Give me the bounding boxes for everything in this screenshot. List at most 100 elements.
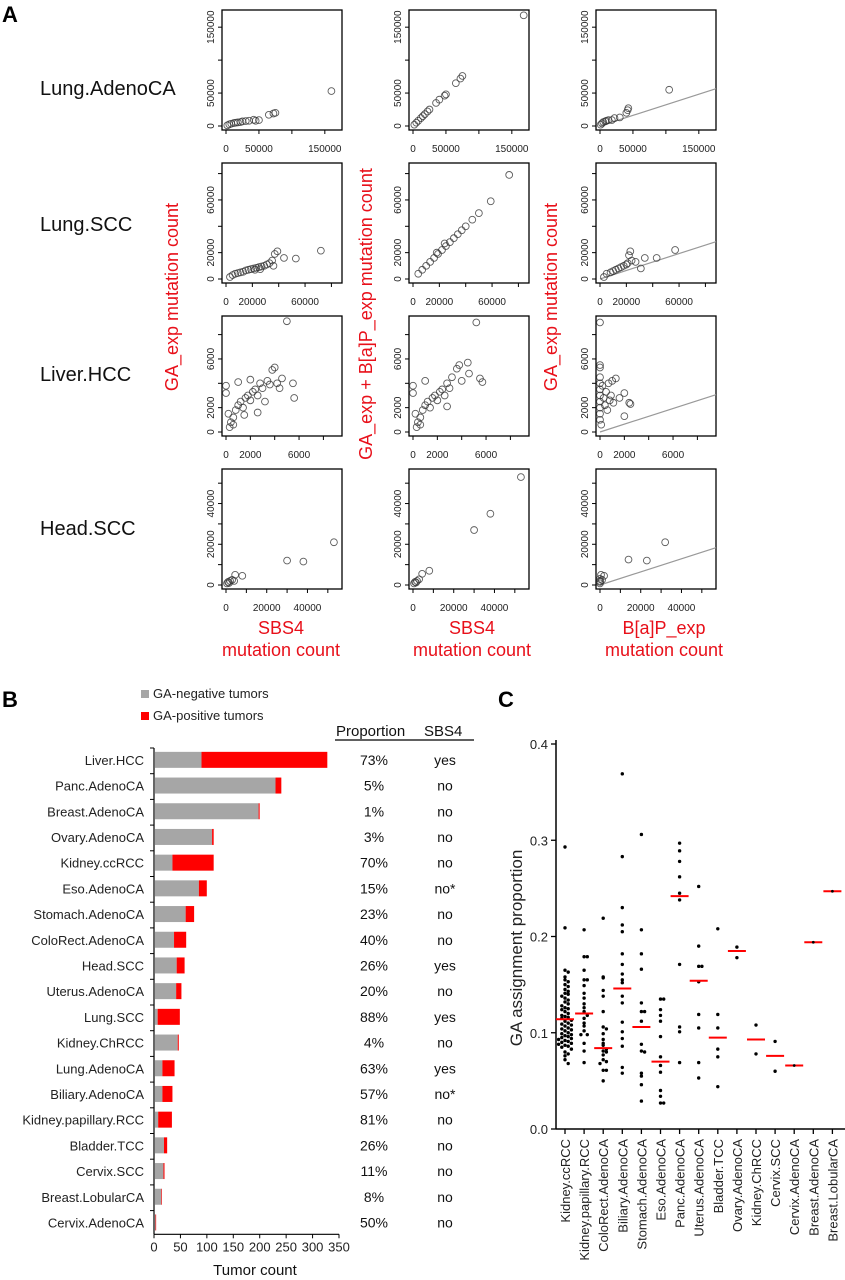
data-point <box>472 318 481 327</box>
y-tick-label: 150000 <box>206 10 217 44</box>
category-label: Biliary.AdenoCA <box>50 1087 144 1102</box>
data-point <box>639 1009 644 1014</box>
data-point <box>658 1063 663 1068</box>
category-label: Kidney.papillary.RCC <box>22 1113 144 1128</box>
sbs4-value: no <box>437 1163 453 1179</box>
data-point <box>517 473 525 481</box>
data-point <box>582 996 586 1000</box>
data-point <box>620 923 624 927</box>
data-point <box>620 978 624 982</box>
panel-a-scatter-grid: 0 50000 150000 0 50000 150000 0 50000 150000 0 500… <box>206 9 717 614</box>
category-label: Kidney.ccRCC <box>558 1139 573 1223</box>
data-point <box>563 975 567 979</box>
data-point <box>620 929 624 934</box>
row-label-head-scc: Head.SCC <box>40 518 136 540</box>
data-point <box>735 955 739 960</box>
data-point <box>600 571 608 580</box>
col1-xlabel-line2: mutation count <box>222 640 340 660</box>
bar-positive <box>161 1188 162 1205</box>
data-point <box>560 1013 564 1018</box>
bar-negative <box>155 931 175 948</box>
data-point <box>569 1047 574 1051</box>
data-point <box>560 1032 564 1036</box>
data-point <box>327 87 336 95</box>
data-point <box>582 991 586 995</box>
data-point <box>416 413 425 422</box>
data-point <box>625 251 633 260</box>
data-point <box>440 391 449 400</box>
data-point <box>418 406 427 414</box>
data-point <box>677 1025 682 1029</box>
data-point <box>290 394 299 402</box>
data-point <box>253 408 262 417</box>
y-tick-label: 2000 <box>580 396 591 419</box>
data-point <box>430 254 438 262</box>
plot-frame <box>221 162 343 284</box>
x-tick-label: 50000 <box>432 144 460 155</box>
y-tick-label: 0 <box>580 429 591 435</box>
data-point <box>811 940 815 944</box>
data-point <box>423 107 432 116</box>
scatter-lung-scc-col2: 0 20000 60000 0 20000 60000 <box>393 162 530 308</box>
category-label: ColoRect.AdenoCA <box>31 933 144 948</box>
y-tick-label: 150000 <box>393 10 404 44</box>
data-point <box>421 377 430 385</box>
data-point <box>652 254 661 262</box>
data-point <box>418 265 427 274</box>
y-tick-label: 0 <box>393 429 404 435</box>
data-point <box>566 1002 570 1006</box>
data-point <box>658 1101 663 1105</box>
y-tick-label: 50000 <box>206 79 217 107</box>
data-point <box>563 978 567 982</box>
data-point <box>563 1043 567 1047</box>
data-point <box>677 898 682 902</box>
data-point <box>440 91 449 100</box>
data-point <box>227 418 235 427</box>
sbs4-value: no <box>437 1189 453 1205</box>
data-point <box>249 115 258 124</box>
data-point <box>585 955 589 959</box>
data-point <box>601 988 605 993</box>
data-point <box>665 85 674 94</box>
data-point <box>283 317 291 326</box>
data-point <box>620 412 629 421</box>
data-point <box>270 250 279 258</box>
row-label-lung-adenoca: Lung.AdenoCA <box>40 78 176 100</box>
bar-positive <box>176 983 182 1000</box>
data-point <box>677 962 682 967</box>
data-point <box>639 928 644 932</box>
data-point <box>413 577 421 585</box>
sbs4-value: no <box>437 803 453 819</box>
data-point <box>566 992 570 996</box>
x-tick-label: 150000 <box>682 144 716 155</box>
category-label: Panc.AdenoCA <box>673 1139 688 1228</box>
y-tick-label: 0 <box>206 429 217 435</box>
data-point <box>716 1026 720 1030</box>
data-point <box>414 269 423 278</box>
col2-xlabel-line1: SBS4 <box>449 618 495 638</box>
data-point <box>273 247 282 256</box>
category-label: Breast.LobularCA <box>825 1139 840 1242</box>
data-point <box>465 369 473 378</box>
x-tick-label: 2000 <box>426 450 449 461</box>
data-point <box>639 952 644 956</box>
data-point <box>241 394 250 402</box>
panel-letter-a: A <box>2 2 18 27</box>
data-point <box>677 849 682 853</box>
data-point <box>246 396 255 405</box>
data-point <box>222 381 230 390</box>
proportion-value: 81% <box>360 1112 388 1128</box>
data-point <box>563 1033 567 1038</box>
plot-frame <box>595 162 717 284</box>
data-point <box>620 1065 624 1070</box>
bar-negative <box>155 1111 159 1128</box>
data-point <box>658 1094 663 1098</box>
data-point <box>697 944 701 948</box>
data-point <box>620 1030 624 1034</box>
y-tick-label: 40000 <box>206 489 217 517</box>
category-label: Stomach.AdenoCA <box>634 1139 649 1250</box>
data-point <box>582 1060 586 1065</box>
data-point <box>582 1024 586 1028</box>
proportion-value: 73% <box>360 752 388 768</box>
data-point <box>601 1068 605 1072</box>
